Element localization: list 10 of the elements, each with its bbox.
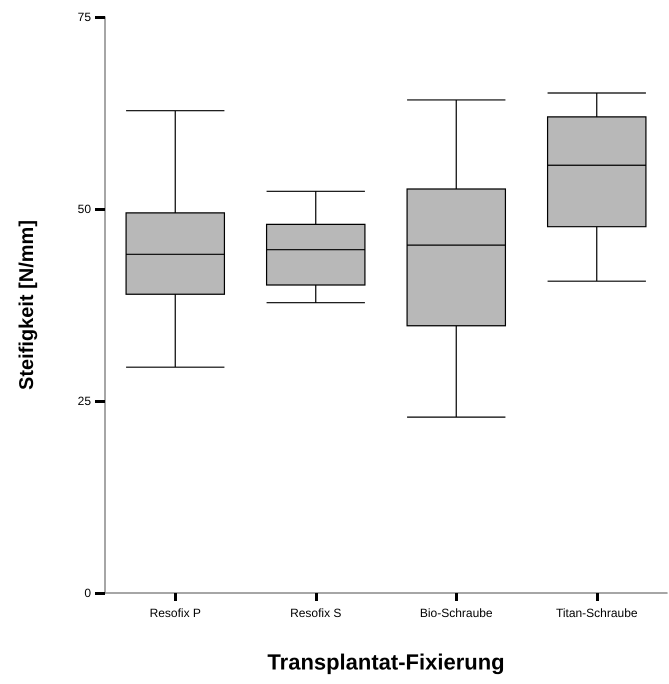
x-axis-title: Transplantat-Fixierung <box>267 650 505 674</box>
y-axis-title: Steifigkeit [N/mm] <box>16 220 38 390</box>
x-tick-label: Resofix S <box>290 606 342 620</box>
y-tick-label: 0 <box>84 586 92 600</box>
x-tick-label: Titan-Schraube <box>556 606 638 620</box>
x-tick-label: Resofix P <box>150 606 201 620</box>
x-tick-label: Bio-Schraube <box>420 606 493 620</box>
y-tick-label: 25 <box>78 394 92 408</box>
y-tick-label: 50 <box>78 202 92 216</box>
y-tick-label: 75 <box>78 10 92 24</box>
